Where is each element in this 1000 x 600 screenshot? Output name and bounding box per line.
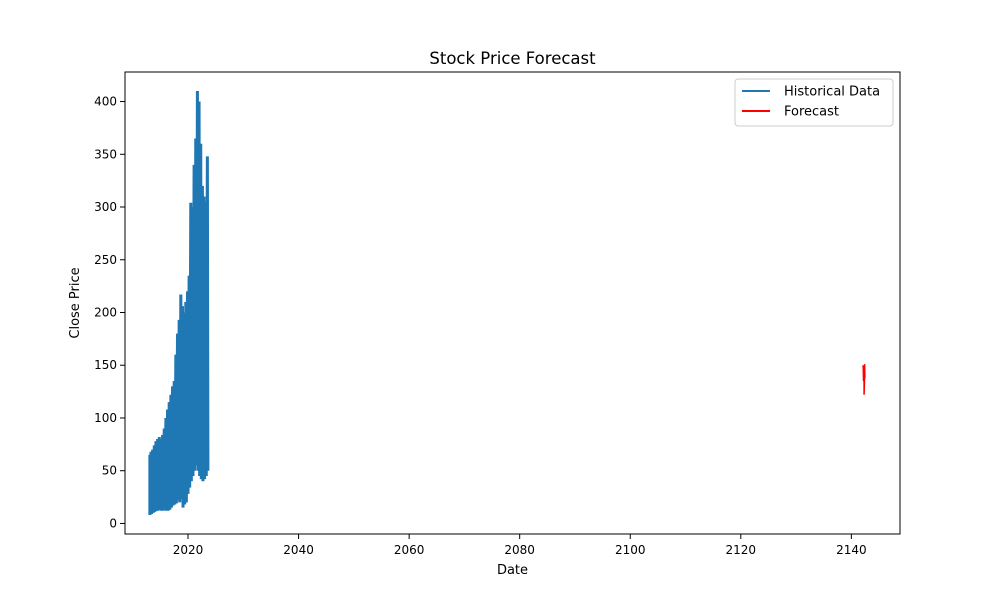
y-axis: 0 50 100 150 200 250 300 350 400 [94, 95, 125, 530]
y-axis-label: Close Price [68, 267, 83, 338]
plot-area [148, 90, 866, 516]
x-tick-label: 2020 [173, 543, 204, 557]
y-tick-label: 0 [109, 516, 117, 530]
y-tick-label: 50 [102, 464, 117, 478]
x-tick-label: 2060 [394, 543, 425, 557]
x-tick-label: 2080 [504, 543, 535, 557]
x-tick-label: 2100 [615, 543, 646, 557]
x-tick-label: 2040 [283, 543, 314, 557]
y-tick-label: 300 [94, 200, 117, 214]
x-tick-label: 2120 [726, 543, 757, 557]
x-tick-label: 2140 [836, 543, 867, 557]
forecast-line [862, 364, 866, 395]
legend-label: Forecast [784, 105, 839, 120]
series-layer [148, 90, 866, 516]
x-axis-label: Date [497, 563, 528, 578]
legend: Historical Data Forecast [734, 78, 894, 127]
y-tick-label: 400 [94, 95, 117, 109]
historical-data-line [148, 90, 210, 516]
plot-frame [124, 71, 901, 535]
chart-title: Stock Price Forecast [429, 49, 596, 68]
x-axis: 2020 2040 2060 2080 2100 2120 2140 [173, 534, 867, 557]
y-tick-label: 350 [94, 147, 117, 161]
y-tick-label: 100 [94, 411, 117, 425]
y-tick-label: 200 [94, 305, 117, 319]
y-tick-label: 250 [94, 253, 117, 267]
legend-label: Historical Data [784, 85, 880, 100]
legend-box [734, 78, 894, 127]
y-tick-label: 150 [94, 358, 117, 372]
